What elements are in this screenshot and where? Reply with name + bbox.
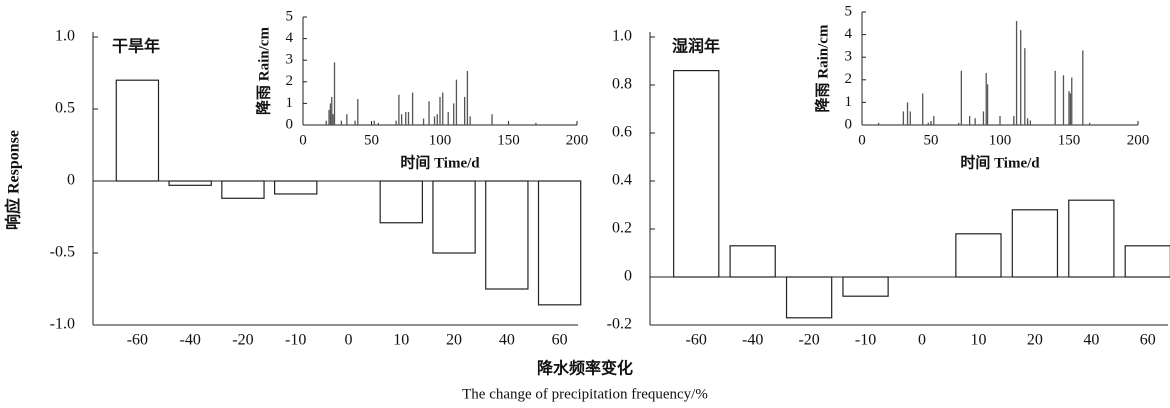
bar — [955, 233, 1002, 278]
inset-y-tick-label: 2 — [286, 73, 294, 89]
bar — [168, 180, 212, 186]
y-tick-label: 1.0 — [55, 28, 75, 45]
x-axis-label-en: The change of precipitation frequency/% — [462, 386, 708, 402]
x-tick-label: -20 — [798, 332, 819, 349]
inset-y-label: 降雨 Rain/cm — [254, 27, 272, 115]
x-tick-label: 60 — [1140, 332, 1156, 349]
x-tick-label: 10 — [393, 332, 409, 349]
y-axis-label: 响应 Response — [4, 130, 23, 230]
x-tick-label: -10 — [285, 332, 306, 349]
inset-y-tick-label: 2 — [845, 71, 853, 87]
inset-x-tick-label: 50 — [364, 132, 379, 148]
y-tick-label: 0.6 — [612, 124, 632, 141]
bar — [673, 69, 720, 278]
inset-y-tick-label: 1 — [845, 94, 853, 110]
bar — [1124, 245, 1170, 278]
inset-x-label: 时间 Time/d — [400, 153, 480, 171]
inset-x-tick-label: 150 — [1058, 132, 1081, 148]
x-tick-label: 20 — [446, 332, 462, 349]
y-tick-label: 0.4 — [612, 172, 632, 189]
x-tick-label: 20 — [1027, 332, 1043, 349]
inset-x-tick-label: 200 — [1127, 132, 1150, 148]
x-tick-label: 60 — [552, 332, 568, 349]
inset-x-tick-label: 50 — [924, 132, 939, 148]
y-tick-label: 0.5 — [55, 100, 75, 117]
y-tick-label: -0.2 — [607, 316, 632, 333]
y-tick-label: -0.5 — [50, 244, 75, 261]
inset-y-tick-label: 3 — [286, 52, 294, 68]
inset-y-tick-label: 4 — [286, 30, 294, 46]
annotation: 湿润年 — [671, 37, 720, 56]
inset-y-label: 降雨 Rain/cm — [813, 24, 831, 112]
x-tick-label: 40 — [499, 332, 515, 349]
inset-y-tick-label: 0 — [845, 116, 853, 132]
inset-x-tick-label: 0 — [299, 132, 307, 148]
bar — [432, 180, 476, 254]
inset-x-tick-label: 100 — [429, 132, 452, 148]
bar — [729, 245, 776, 278]
y-tick-label: 1.0 — [612, 28, 632, 45]
inset-x-label: 时间 Time/d — [960, 153, 1040, 171]
x-tick-label: -40 — [180, 332, 201, 349]
y-tick-label: 0.8 — [612, 76, 632, 93]
inset-y-tick-label: 0 — [286, 116, 294, 132]
bar — [842, 276, 889, 297]
annotation: 干旱年 — [112, 37, 160, 56]
inset-y-tick-label: 5 — [286, 8, 294, 24]
y-tick-label: 0 — [67, 172, 75, 189]
x-axis-label: 降水频率变化 — [537, 359, 633, 378]
inset-y-tick-label: 5 — [845, 3, 853, 19]
x-tick-label: 0 — [918, 332, 926, 349]
inset-x-tick-label: 100 — [989, 132, 1012, 148]
inset-y-tick-label: 4 — [845, 26, 853, 42]
x-tick-label: -20 — [232, 332, 253, 349]
bar — [1068, 199, 1115, 278]
x-tick-label: -40 — [742, 332, 763, 349]
y-tick-label: -1.0 — [50, 316, 75, 333]
inset-x-tick-label: 200 — [566, 132, 589, 148]
inset-y-tick-label: 3 — [845, 49, 853, 65]
y-tick-label: 0 — [624, 268, 632, 285]
bar — [221, 180, 265, 199]
bar — [785, 276, 833, 319]
x-tick-label: -60 — [686, 332, 707, 349]
x-tick-label: 10 — [970, 332, 986, 349]
bar — [485, 180, 529, 290]
x-tick-label: -60 — [127, 332, 148, 349]
x-tick-label: 0 — [345, 332, 353, 349]
inset-y-tick-label: 1 — [286, 95, 294, 111]
bar — [1011, 209, 1059, 278]
bar — [379, 180, 423, 224]
x-tick-label: -10 — [855, 332, 876, 349]
x-tick-label: 40 — [1083, 332, 1099, 349]
inset-x-tick-label: 0 — [858, 132, 866, 148]
bar — [537, 180, 582, 306]
inset-x-tick-label: 150 — [497, 132, 520, 148]
bar — [274, 180, 318, 195]
y-tick-label: 0.2 — [612, 220, 632, 237]
bar — [115, 79, 160, 182]
